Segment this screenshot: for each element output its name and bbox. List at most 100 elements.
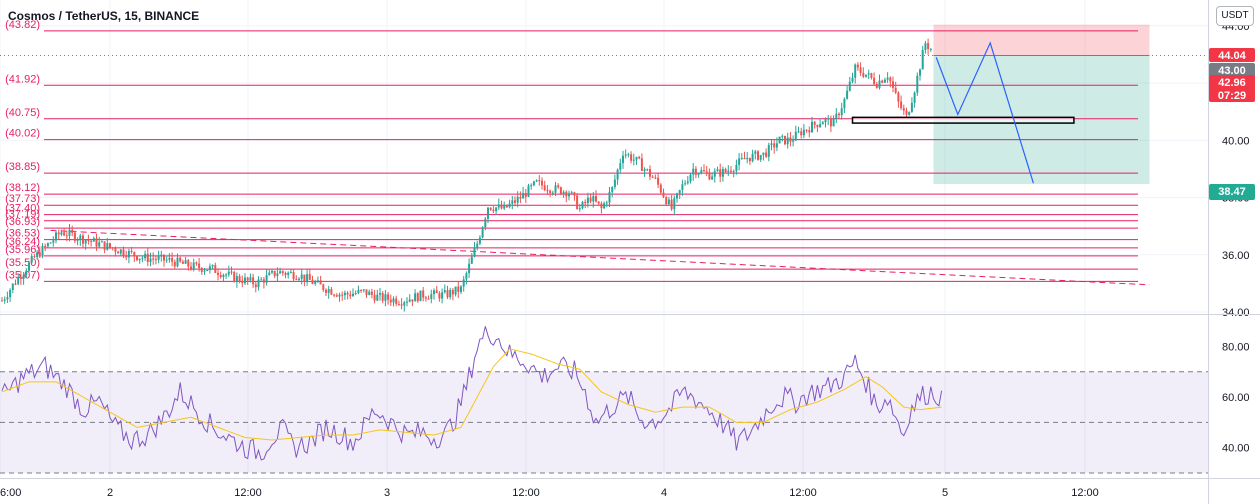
candle-body[interactable] bbox=[913, 92, 916, 103]
candle-body[interactable] bbox=[562, 191, 565, 195]
candle-body[interactable] bbox=[160, 254, 163, 257]
candle-body[interactable] bbox=[865, 74, 867, 77]
rsi-line[interactable] bbox=[1, 326, 943, 461]
candle-body[interactable] bbox=[49, 242, 52, 244]
candle-body[interactable] bbox=[916, 75, 919, 93]
candle-body[interactable] bbox=[133, 252, 136, 257]
candle-body[interactable] bbox=[775, 143, 778, 148]
candle-body[interactable] bbox=[613, 179, 616, 188]
candle-body[interactable] bbox=[927, 43, 930, 49]
candle-body[interactable] bbox=[322, 284, 325, 290]
candle-body[interactable] bbox=[576, 195, 579, 209]
candle-body[interactable] bbox=[457, 286, 460, 292]
candle-body[interactable] bbox=[759, 154, 762, 160]
candle-body[interactable] bbox=[84, 240, 87, 244]
candle-body[interactable] bbox=[873, 77, 876, 85]
candle-body[interactable] bbox=[130, 250, 133, 253]
candle-body[interactable] bbox=[781, 135, 784, 137]
candle-body[interactable] bbox=[95, 238, 98, 247]
candle-body[interactable] bbox=[649, 169, 651, 177]
candle-body[interactable] bbox=[678, 190, 681, 194]
candle-body[interactable] bbox=[246, 277, 249, 281]
candle-body[interactable] bbox=[279, 271, 282, 274]
candle-body[interactable] bbox=[446, 290, 449, 298]
candle-body[interactable] bbox=[25, 270, 28, 275]
candle-body[interactable] bbox=[892, 81, 894, 88]
candle-body[interactable] bbox=[122, 249, 125, 256]
candle-body[interactable] bbox=[111, 247, 114, 249]
candle-body[interactable] bbox=[735, 164, 738, 172]
candle-body[interactable] bbox=[449, 289, 452, 298]
candle-body[interactable] bbox=[381, 293, 384, 301]
candle-body[interactable] bbox=[716, 169, 719, 172]
candle-body[interactable] bbox=[770, 143, 773, 145]
candle-body[interactable] bbox=[478, 237, 481, 244]
candle-body[interactable] bbox=[511, 200, 514, 204]
candle-body[interactable] bbox=[503, 204, 506, 209]
candle-body[interactable] bbox=[724, 168, 727, 173]
candle-body[interactable] bbox=[222, 274, 225, 278]
candle-body[interactable] bbox=[368, 291, 371, 296]
candle-body[interactable] bbox=[700, 170, 703, 174]
candle-body[interactable] bbox=[595, 196, 597, 202]
candle-body[interactable] bbox=[732, 171, 735, 173]
candle-body[interactable] bbox=[346, 292, 349, 295]
candle-body[interactable] bbox=[406, 301, 408, 303]
candle-body[interactable] bbox=[33, 256, 36, 258]
candle-body[interactable] bbox=[797, 131, 800, 133]
candle-body[interactable] bbox=[667, 199, 670, 205]
candle-body[interactable] bbox=[254, 284, 257, 288]
candle-body[interactable] bbox=[376, 294, 379, 301]
candle-body[interactable] bbox=[76, 239, 79, 241]
candle-body[interactable] bbox=[605, 202, 608, 204]
candle-body[interactable] bbox=[79, 235, 82, 240]
candle-body[interactable] bbox=[3, 299, 6, 301]
candle-body[interactable] bbox=[908, 112, 911, 115]
candle-body[interactable] bbox=[173, 261, 176, 267]
candle-body[interactable] bbox=[838, 113, 840, 116]
candle-body[interactable] bbox=[559, 187, 562, 195]
candle-body[interactable] bbox=[433, 290, 435, 295]
candle-body[interactable] bbox=[481, 227, 484, 238]
candle-body[interactable] bbox=[114, 248, 117, 252]
candle-body[interactable] bbox=[522, 193, 525, 199]
candle-body[interactable] bbox=[578, 208, 581, 210]
candle-body[interactable] bbox=[619, 163, 622, 170]
candle-body[interactable] bbox=[146, 253, 149, 262]
candle-body[interactable] bbox=[63, 232, 66, 236]
candle-body[interactable] bbox=[484, 218, 487, 228]
candle-body[interactable] bbox=[9, 289, 12, 298]
candle-body[interactable] bbox=[163, 254, 165, 261]
candle-body[interactable] bbox=[235, 276, 238, 282]
candle-body[interactable] bbox=[489, 207, 492, 210]
candle-body[interactable] bbox=[68, 229, 71, 236]
candle-body[interactable] bbox=[1, 300, 3, 302]
candle-body[interactable] bbox=[622, 155, 624, 164]
candle-body[interactable] bbox=[117, 251, 120, 254]
candle-body[interactable] bbox=[273, 270, 276, 276]
candle-body[interactable] bbox=[730, 170, 732, 172]
candle-body[interactable] bbox=[260, 279, 263, 281]
candle-body[interactable] bbox=[743, 157, 746, 160]
candle-body[interactable] bbox=[600, 203, 603, 209]
candle-body[interactable] bbox=[343, 292, 346, 296]
candle-body[interactable] bbox=[73, 232, 76, 241]
candle-body[interactable] bbox=[894, 87, 897, 93]
rsi-plot[interactable] bbox=[0, 326, 1208, 474]
candle-body[interactable] bbox=[211, 265, 214, 267]
candle-body[interactable] bbox=[119, 249, 122, 254]
candle-body[interactable] bbox=[611, 187, 614, 192]
candle-body[interactable] bbox=[748, 157, 751, 162]
candle-body[interactable] bbox=[268, 272, 271, 276]
candle-body[interactable] bbox=[306, 274, 309, 281]
candle-body[interactable] bbox=[249, 277, 252, 281]
candle-body[interactable] bbox=[808, 130, 811, 133]
candle-body[interactable] bbox=[597, 201, 600, 204]
candle-body[interactable] bbox=[919, 69, 921, 76]
candle-body[interactable] bbox=[200, 268, 203, 272]
candle-body[interactable] bbox=[414, 293, 417, 302]
candle-body[interactable] bbox=[643, 169, 646, 171]
candle-body[interactable] bbox=[530, 185, 533, 187]
candle-body[interactable] bbox=[535, 180, 538, 182]
